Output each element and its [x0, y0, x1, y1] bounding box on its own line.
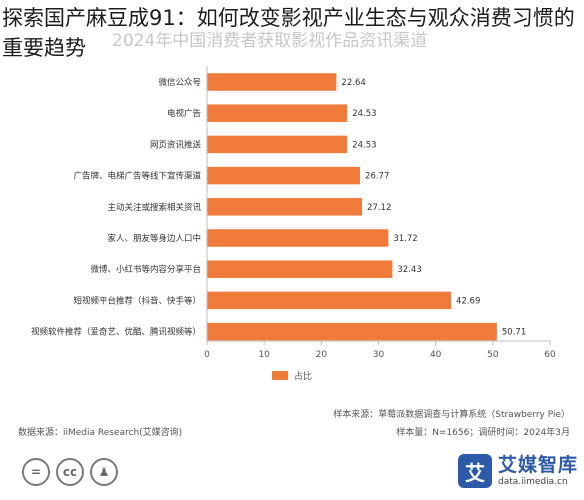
x-tick-label-20: 20	[316, 350, 328, 360]
category-label-6: 家人、朋友等身边人口中	[107, 233, 201, 244]
brand-url: data.iimedia.cn	[497, 477, 568, 487]
value-label-7: 32.43	[397, 265, 421, 275]
x-tick-label-0: 0	[204, 350, 210, 360]
value-label-6: 31.72	[393, 234, 417, 244]
category-label-4: 广告牌、电梯广告等线下宣传渠道	[73, 171, 201, 182]
chart-title-watermarked: 2024年中国消费者获取影视作品资讯渠道	[112, 31, 428, 51]
bar-6	[207, 229, 389, 247]
value-label-1: 22.64	[341, 78, 365, 88]
category-label-8: 短视频平台推荐（抖音、快手等）	[73, 295, 201, 306]
value-label-4: 26.77	[365, 172, 389, 182]
equal-icon: =	[22, 458, 50, 486]
article-headline: 探索国产麻豆成91：如何改变影视产业生态与观众消费习惯的重要趋势	[2, 6, 575, 60]
x-tick-label-50: 50	[487, 350, 499, 360]
person-icon: ♟	[90, 458, 118, 486]
legend-swatch	[272, 371, 288, 380]
legend-label: 占比	[294, 372, 313, 382]
category-label-9: 视频软件推荐（爱奇艺、优酷、腾讯视频等）	[31, 327, 201, 338]
x-tick-label-30: 30	[373, 350, 385, 360]
bar-1	[207, 73, 337, 91]
sample-size-note: 样本量：N=1656；调研时间：2024年3月	[396, 428, 570, 438]
x-tick-label-10: 10	[258, 350, 270, 360]
value-label-2: 24.53	[352, 109, 376, 119]
cc-icon: cc	[56, 458, 84, 486]
category-label-3: 网页资讯推送	[150, 139, 202, 150]
chart-legend: 占比	[272, 369, 312, 382]
x-tick-label-40: 40	[430, 350, 442, 360]
bar-9	[207, 322, 497, 341]
bar-7	[207, 260, 393, 278]
bar-chart: 微信公众号 22.64 电视广告 24.53 网页资讯推送 24.53 广告牌、电梯广告等线…	[31, 66, 556, 360]
license-icons: = cc ♟	[22, 458, 118, 486]
sample-source-note: 样本来源：草莓派数据调查与计算系统（Strawberry Pie）	[333, 410, 570, 420]
category-label-1: 微信公众号	[158, 77, 201, 88]
category-label-5: 主动关注或搜索相关资讯	[107, 202, 201, 213]
value-label-8: 42.69	[456, 296, 480, 306]
brand-name: 艾媒智库	[497, 454, 578, 476]
value-label-3: 24.53	[352, 140, 376, 150]
data-source-note: 数据来源：iiMedia Research(艾媒咨询)	[18, 428, 183, 438]
category-label-2: 电视广告	[167, 108, 201, 119]
brand-logo: 艾 艾媒智库 data.iimedia.cn	[457, 454, 578, 488]
bar-2	[207, 104, 348, 122]
brand-mark-icon: 艾	[457, 454, 492, 488]
value-label-9: 50.71	[502, 328, 526, 338]
category-label-7: 微博、小红书等内容分享平台	[90, 264, 201, 275]
bar-3	[207, 135, 348, 154]
brand-text: 艾媒智库 data.iimedia.cn	[498, 454, 578, 488]
value-label-5: 27.12	[367, 203, 391, 213]
bar-5	[207, 198, 363, 216]
bar-8	[207, 291, 452, 310]
bar-4	[207, 166, 361, 185]
x-tick-label-60: 60	[544, 350, 556, 360]
